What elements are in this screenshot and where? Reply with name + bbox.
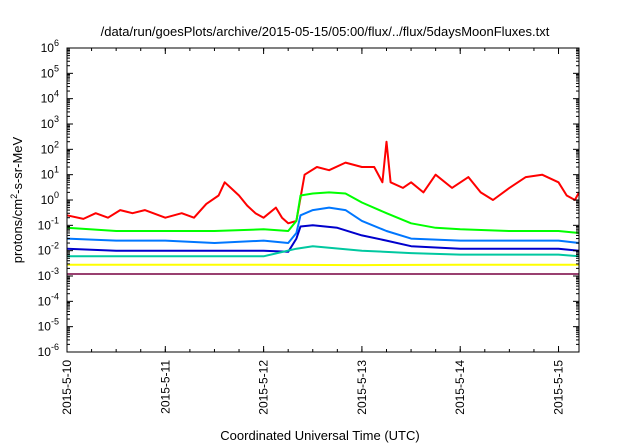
x-axis-label: Coordinated Universal Time (UTC) bbox=[220, 428, 419, 443]
y-tick-label: 106 bbox=[41, 38, 59, 55]
y-axis-label-sup: 2 bbox=[9, 194, 19, 199]
x-tick-label: 2015-5-15 bbox=[552, 360, 566, 415]
y-axis-label-prefix: protons/cm bbox=[10, 199, 25, 263]
y-tick-label: 10-4 bbox=[38, 291, 59, 308]
series-layer bbox=[66, 140, 580, 275]
y-tick-label: 10-3 bbox=[38, 266, 59, 283]
axis-layer: 10-6 10-5 10-4 10-3 10-2 10-1 100 101 102 103 104 1… bbox=[38, 38, 579, 415]
x-tick-label: 2015-5-10 bbox=[60, 360, 74, 415]
chart-title: /data/run/goesPlots/archive/2015-05-15/0… bbox=[101, 24, 550, 39]
y-tick-label: 10-1 bbox=[38, 215, 59, 232]
y-axis-label: protons/cm2-s-sr-MeV bbox=[9, 136, 25, 263]
x-tick-label: 2015-5-11 bbox=[158, 360, 172, 414]
y-tick-label: 10-2 bbox=[38, 241, 59, 258]
series-line-2 bbox=[66, 191, 580, 234]
y-tick-label: 103 bbox=[41, 114, 59, 131]
x-tick-label: 2015-5-13 bbox=[355, 360, 369, 415]
series-line-1 bbox=[66, 140, 580, 225]
x-tick-label: 2015-5-14 bbox=[453, 360, 467, 415]
series-line-5 bbox=[67, 245, 580, 258]
series-line-3 bbox=[66, 206, 580, 244]
y-tick-label: 10-5 bbox=[38, 317, 59, 334]
y-tick-label: 105 bbox=[41, 63, 59, 80]
y-tick-label: 101 bbox=[41, 165, 59, 182]
series-line-4 bbox=[66, 224, 580, 253]
y-tick-label: 102 bbox=[41, 139, 59, 156]
y-axis-label-suffix: -s-sr-MeV bbox=[10, 136, 25, 193]
plot-frame bbox=[66, 47, 580, 353]
x-tick-label: 2015-5-12 bbox=[257, 360, 271, 415]
y-tick-label: 104 bbox=[41, 89, 59, 106]
y-tick-label: 100 bbox=[41, 190, 59, 207]
y-tick-label: 10-6 bbox=[38, 342, 59, 359]
